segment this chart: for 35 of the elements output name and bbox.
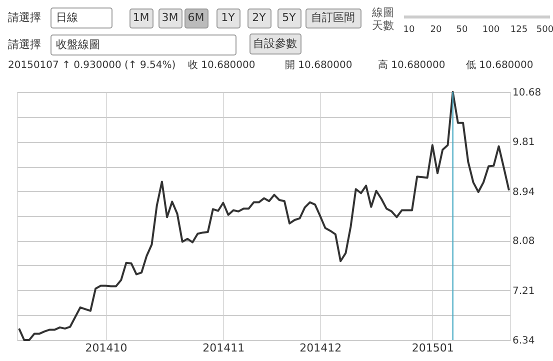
text: 日線 [56, 11, 78, 24]
text: 125 [510, 25, 528, 35]
text: 10 [403, 25, 415, 35]
text: 收盤線圖 [56, 38, 100, 51]
line-series [18, 91, 510, 341]
text: 3M [162, 11, 178, 24]
text: 收 10.680000 [188, 60, 256, 71]
x-tick-label: 201411 [202, 342, 245, 354]
y-tick-label: 7.21 [512, 286, 535, 297]
text: 6M [188, 11, 204, 24]
text: 100 [482, 25, 500, 35]
y-tick-label: 9.81 [512, 137, 535, 148]
y-tick-label: 10.68 [512, 88, 542, 98]
text: 50 [456, 25, 468, 35]
y-tick-label: 8.94 [512, 186, 535, 198]
y-tick-label: 8.08 [512, 236, 535, 248]
text: 自設參數 [253, 37, 297, 50]
text: 開 10.680000 [285, 60, 352, 71]
text: 1Y [221, 11, 236, 24]
x-tick-label: 201412 [300, 342, 342, 354]
text: 1M [132, 11, 150, 24]
text: 2Y [252, 11, 266, 24]
text: 線圖天數 [371, 6, 394, 32]
text: 自訂區間 [311, 11, 355, 24]
text: 500 [536, 25, 553, 35]
text: 請選擇 [8, 11, 41, 24]
text: 低 10.680000 [466, 60, 534, 71]
x-tick-label: 201501 [412, 342, 454, 354]
text: 20150107 ↑ 0.930000 (↑ 9.54%) [8, 60, 176, 71]
text: 請選擇 [8, 38, 41, 51]
y-tick-label: 6.34 [512, 336, 535, 346]
x-tick-label: 201410 [85, 342, 128, 354]
text: 高 10.680000 [378, 59, 446, 71]
text: 5Y [282, 11, 296, 24]
text: 20 [430, 25, 442, 35]
